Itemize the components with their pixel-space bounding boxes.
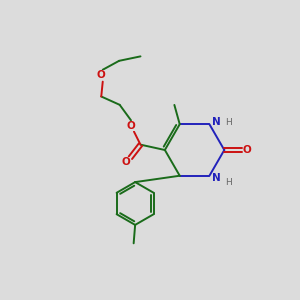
Text: O: O — [121, 158, 130, 167]
Text: O: O — [243, 145, 252, 155]
Text: H: H — [225, 178, 232, 188]
Text: O: O — [97, 70, 105, 80]
Text: O: O — [127, 121, 135, 130]
Text: N: N — [212, 173, 220, 183]
Text: H: H — [225, 118, 232, 127]
Text: N: N — [212, 117, 220, 127]
